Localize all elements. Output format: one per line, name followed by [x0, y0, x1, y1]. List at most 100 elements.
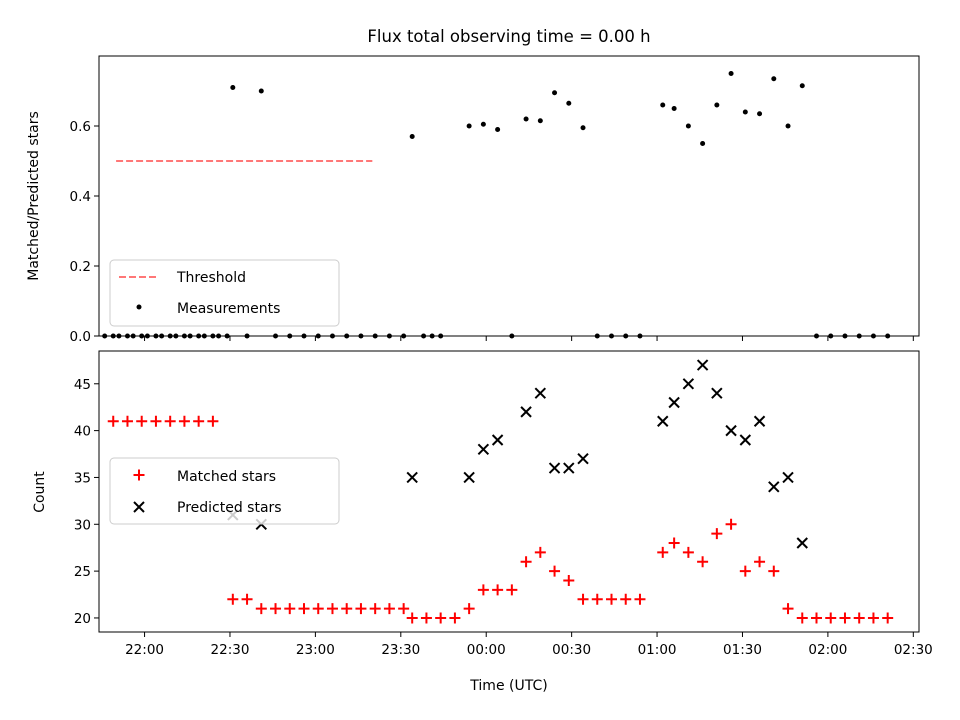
- measurement-point: [466, 123, 472, 129]
- measurement-point: [671, 106, 677, 111]
- measurement-point: [714, 102, 720, 108]
- x-tick-label: 00:30: [552, 642, 591, 658]
- matched-star-point: [193, 415, 205, 427]
- x-tick-label: 23:30: [381, 642, 420, 658]
- matched-star-point: [150, 415, 162, 427]
- top-y-tick-label: 0.2: [70, 259, 91, 275]
- predicted-star-point: [711, 387, 723, 399]
- predicted-star-point: [520, 406, 532, 418]
- legend-matched-label: Matched stars: [177, 469, 276, 485]
- predicted-star-point: [753, 415, 766, 427]
- x-tick-label: 02:00: [808, 642, 847, 658]
- top-y-axis-label: Matched/Predicted stars: [26, 111, 42, 281]
- matched-star-point: [825, 612, 837, 624]
- bottom-legend-box: [109, 457, 340, 525]
- predicted-star-point: [768, 481, 780, 493]
- bottom-legend: Matched stars Predicted stars: [109, 457, 340, 525]
- matched-star-point: [178, 415, 190, 427]
- predicted-star-point: [406, 471, 418, 484]
- matched-star-point: [520, 556, 532, 568]
- top-legend-box: [109, 259, 340, 327]
- measurement-point: [785, 123, 791, 129]
- matched-star-point: [882, 612, 894, 624]
- predicted-star-point: [548, 462, 561, 474]
- predicted-star-point: [725, 424, 737, 437]
- legend-measurements-label: Measurements: [177, 301, 280, 317]
- matched-star-point: [255, 603, 267, 615]
- matched-star-point: [739, 565, 751, 577]
- matched-star-point: [506, 584, 518, 596]
- measurement-point: [685, 123, 691, 129]
- measurement-point: [566, 100, 572, 106]
- x-tick-label: 23:00: [296, 642, 335, 658]
- x-tick-label: 22:30: [211, 642, 250, 658]
- matched-star-point: [107, 415, 119, 427]
- matched-legend-marker: [133, 469, 145, 481]
- matched-star-point: [298, 603, 310, 615]
- predicted-star-point: [796, 537, 808, 549]
- matched-star-point: [406, 612, 418, 624]
- matched-star-point: [383, 603, 395, 615]
- matched-star-point: [796, 612, 808, 624]
- measurement-point: [230, 85, 236, 90]
- predicted-star-point: [577, 453, 589, 465]
- matched-star-point: [620, 593, 632, 605]
- top-y-tick-label: 0.6: [70, 119, 91, 135]
- matched-star-point: [534, 546, 546, 558]
- measurement-point: [742, 109, 748, 115]
- top-y-tick-label: 0.4: [70, 189, 91, 205]
- predicted-star-point: [668, 396, 680, 409]
- matched-star-point: [420, 612, 432, 624]
- matched-star-point: [207, 415, 219, 427]
- matched-star-point: [136, 415, 148, 427]
- measurement-point: [700, 141, 706, 146]
- x-tick-label: 00:00: [467, 642, 506, 658]
- matched-star-point: [312, 603, 324, 615]
- predicted-star-point: [534, 387, 547, 399]
- bottom-y-tick-label: 20: [74, 611, 91, 627]
- matched-star-point: [782, 603, 794, 615]
- predicted-star-point: [491, 434, 504, 446]
- measurement-point: [495, 127, 501, 132]
- top-y-tick-label: 0.0: [70, 329, 91, 345]
- measurements-legend-marker: [136, 304, 142, 310]
- matched-star-point: [477, 584, 489, 596]
- matched-star-point: [811, 612, 822, 624]
- measurement-point: [409, 134, 415, 139]
- bottom-y-tick-label: 25: [74, 564, 91, 580]
- bottom-y-tick-label: 30: [74, 517, 91, 533]
- matched-star-point: [853, 612, 865, 624]
- measurement-point: [799, 83, 805, 89]
- measurement-point: [537, 118, 543, 124]
- matched-star-point: [577, 593, 589, 605]
- matched-star-point: [657, 546, 669, 558]
- bottom-plot-area: 20 25 30 35 40 45 22:00 22:30 23:00 23:30 00:00 00:…: [74, 359, 933, 658]
- predicted-star-point: [696, 359, 709, 371]
- measurement-point: [660, 102, 666, 108]
- predicted-star-point: [563, 462, 575, 474]
- matched-star-point: [754, 556, 766, 568]
- matched-star-point: [697, 556, 709, 568]
- matched-star-point: [549, 565, 561, 577]
- predicted-star-point: [463, 471, 475, 484]
- x-tick-label: 22:00: [125, 642, 164, 658]
- matched-star-point: [227, 593, 239, 605]
- matched-star-point: [355, 603, 367, 615]
- matched-star-point: [463, 603, 475, 615]
- predicted-star-point: [739, 434, 752, 446]
- measurement-point: [580, 125, 586, 131]
- measurement-point: [480, 121, 486, 127]
- matched-star-point: [768, 565, 780, 577]
- predicted-star-point: [682, 378, 695, 390]
- matched-star-point: [606, 593, 617, 605]
- matched-star-point: [341, 603, 353, 615]
- matched-star-point: [725, 518, 737, 530]
- measurement-point: [771, 76, 777, 82]
- predicted-star-point: [657, 415, 669, 427]
- x-tick-label: 02:30: [894, 642, 933, 658]
- measurement-point: [258, 88, 264, 94]
- matched-star-point: [839, 612, 851, 624]
- legend-predicted-label: Predicted stars: [177, 500, 282, 516]
- top-legend: Threshold Measurements: [109, 259, 340, 327]
